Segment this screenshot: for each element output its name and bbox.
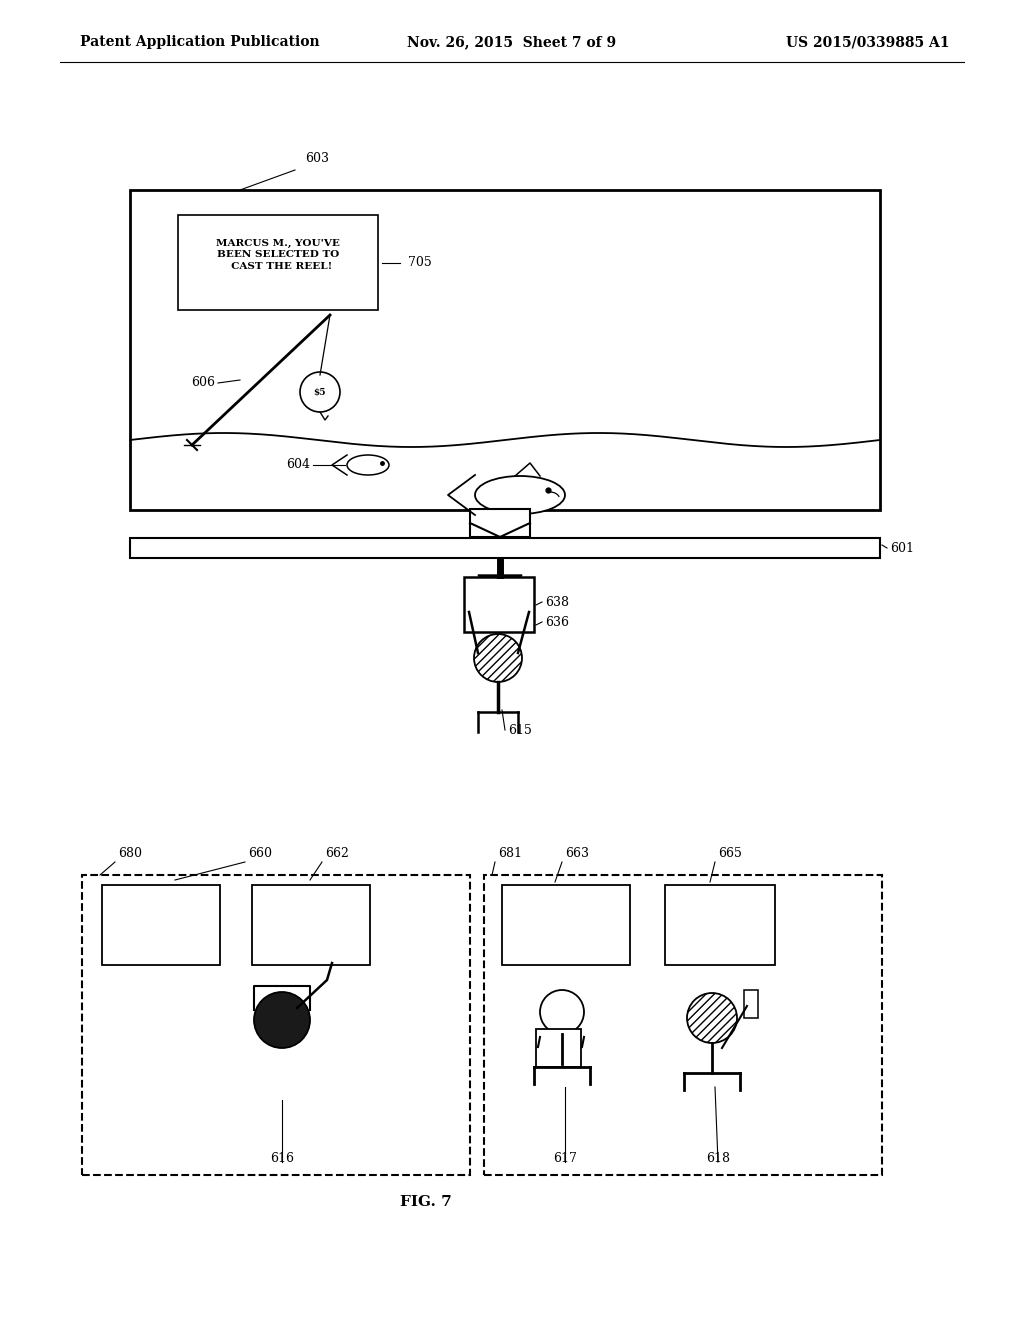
Text: $5: $5 xyxy=(313,388,327,396)
Text: MARCUS M., YOU'VE
BEEN SELECTED TO
  CAST THE REEL!: MARCUS M., YOU'VE BEEN SELECTED TO CAST … xyxy=(216,239,340,271)
Text: 616: 616 xyxy=(270,1152,294,1166)
Text: Patent Application Publication: Patent Application Publication xyxy=(80,36,319,49)
Text: FIG. 7: FIG. 7 xyxy=(400,1195,452,1209)
Bar xyxy=(484,875,882,1175)
Text: 615: 615 xyxy=(508,723,531,737)
Bar xyxy=(102,884,220,965)
Text: 680: 680 xyxy=(118,847,142,861)
Circle shape xyxy=(300,372,340,412)
Bar xyxy=(502,884,630,965)
Bar xyxy=(536,1030,581,1067)
Text: 617: 617 xyxy=(553,1152,577,1166)
Bar xyxy=(82,875,470,1175)
Text: 601: 601 xyxy=(890,541,914,554)
Ellipse shape xyxy=(347,455,389,475)
Ellipse shape xyxy=(475,477,565,513)
Bar xyxy=(130,539,880,558)
Text: 660: 660 xyxy=(248,847,272,861)
Text: 663: 663 xyxy=(565,847,589,861)
Bar xyxy=(470,510,530,537)
Text: 665: 665 xyxy=(718,847,741,861)
Bar xyxy=(665,884,775,965)
Circle shape xyxy=(474,634,522,682)
Text: 662: 662 xyxy=(325,847,349,861)
Text: 603: 603 xyxy=(305,152,329,165)
Text: 606: 606 xyxy=(191,376,215,389)
Bar xyxy=(464,577,534,632)
Text: 705: 705 xyxy=(408,256,432,269)
Text: US 2015/0339885 A1: US 2015/0339885 A1 xyxy=(786,36,950,49)
Bar xyxy=(744,990,758,1018)
Circle shape xyxy=(687,993,737,1043)
Text: 638: 638 xyxy=(545,595,569,609)
Polygon shape xyxy=(478,576,522,601)
Text: 636: 636 xyxy=(545,615,569,628)
Text: 681: 681 xyxy=(498,847,522,861)
Text: 604: 604 xyxy=(286,458,310,471)
Circle shape xyxy=(540,990,584,1034)
Text: Nov. 26, 2015  Sheet 7 of 9: Nov. 26, 2015 Sheet 7 of 9 xyxy=(408,36,616,49)
Text: 618: 618 xyxy=(706,1152,730,1166)
Circle shape xyxy=(254,993,310,1048)
Bar xyxy=(130,190,880,510)
Bar xyxy=(178,215,378,310)
Bar xyxy=(252,884,370,965)
